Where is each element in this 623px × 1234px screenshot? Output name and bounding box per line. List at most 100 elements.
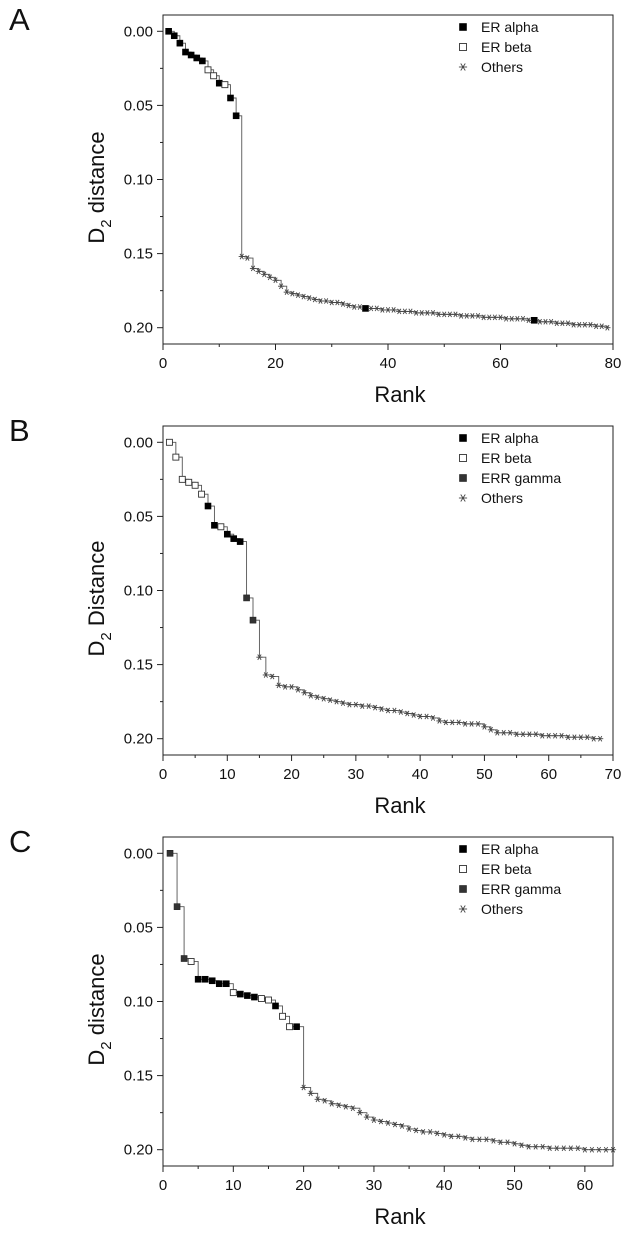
- data-point: [187, 958, 195, 965]
- marker-stroke: [425, 309, 430, 316]
- marker-stroke: [318, 298, 323, 304]
- marker-stroke: [353, 701, 358, 708]
- data-point: [581, 1146, 588, 1153]
- data-point: [321, 1097, 328, 1104]
- data-point: [455, 1133, 462, 1140]
- marker-stroke: [267, 274, 272, 281]
- marker-stroke: [543, 318, 548, 325]
- series-er-alpha: [194, 975, 300, 1030]
- data-point: [170, 32, 178, 40]
- data-point: [532, 731, 539, 738]
- data-point: [446, 311, 453, 318]
- series-others: [238, 253, 611, 331]
- marker-stroke: [515, 315, 520, 322]
- data-point: [320, 695, 327, 702]
- marker-stroke: [514, 731, 519, 738]
- marker-stroke: [540, 732, 545, 739]
- marker-stroke: [526, 1143, 531, 1150]
- chart-plot: 0 10 20 30 40 50 60 70 0.00 0.05 0.10 0.15 0.20 Rank D…: [84, 425, 621, 818]
- marker-stroke: [250, 265, 256, 272]
- marker-stroke: [414, 1127, 419, 1134]
- marker-stroke: [385, 1120, 391, 1126]
- data-point: [384, 707, 392, 714]
- marker-stroke: [577, 321, 582, 328]
- marker-stroke: [357, 1109, 362, 1116]
- data-point: [609, 1146, 617, 1153]
- y-axis-title: D2 distance: [84, 953, 115, 1065]
- data-point: [351, 304, 358, 310]
- data-point: [261, 271, 268, 278]
- legend-label: ER alpha: [481, 430, 539, 446]
- data-point: [165, 438, 173, 446]
- data-point: [468, 720, 475, 727]
- x-tick-label: 30: [366, 1177, 383, 1194]
- marker-stroke: [585, 734, 590, 741]
- data-point: [193, 54, 201, 62]
- y-tick-label: 0.20: [124, 320, 153, 337]
- marker-stroke: [491, 1137, 496, 1144]
- marker-stroke: [463, 1134, 468, 1141]
- data-point: [249, 265, 257, 272]
- data-point: [217, 523, 225, 531]
- data-point: [215, 79, 223, 87]
- marker-stroke: [340, 700, 346, 707]
- chart-plot: 0 20 40 60 80 0.00 0.05 0.10 0.15 0.20 Rank D2 dist…: [84, 14, 622, 407]
- marker-stroke: [322, 1097, 327, 1104]
- data-point: [449, 719, 456, 726]
- marker-stroke: [408, 308, 413, 315]
- marker-stroke: [364, 1114, 369, 1120]
- data-point: [335, 1102, 342, 1109]
- data-point: [481, 723, 488, 730]
- legend-label: ER alpha: [481, 19, 539, 35]
- data-point: [300, 1084, 307, 1091]
- x-tick-label: 80: [605, 355, 622, 372]
- data-point: [560, 1145, 567, 1152]
- marker-stroke: [336, 1102, 341, 1109]
- marker-stroke: [460, 494, 466, 502]
- marker-stroke: [443, 719, 448, 726]
- y-tick-label: 0.20: [124, 1142, 153, 1159]
- marker-stroke: [346, 302, 351, 309]
- data-point: [546, 1145, 553, 1152]
- legend-label: Others: [481, 59, 523, 75]
- marker-stroke: [504, 315, 509, 322]
- marker-stroke: [554, 320, 559, 327]
- data-point: [327, 697, 334, 704]
- y-tick-label: 0.05: [124, 919, 153, 936]
- data-point: [564, 734, 572, 741]
- data-point: [372, 704, 379, 711]
- series-er-alpha: [165, 28, 538, 324]
- data-point: [398, 1123, 406, 1129]
- data-point: [483, 1136, 490, 1143]
- panel-label: A: [9, 2, 30, 37]
- marker-stroke: [508, 729, 513, 736]
- marker-stroke: [435, 1130, 440, 1137]
- data-point: [339, 301, 347, 307]
- data-point: [558, 732, 565, 739]
- data-point: [356, 1109, 363, 1116]
- marker-stroke: [301, 293, 306, 300]
- data-point: [418, 309, 425, 316]
- legend-label: ER alpha: [481, 841, 539, 857]
- x-tick-label: 60: [492, 355, 509, 372]
- marker-stroke: [463, 720, 468, 727]
- x-tick-label: 30: [348, 766, 365, 783]
- marker-stroke: [596, 1146, 602, 1153]
- marker-stroke: [402, 308, 407, 315]
- data-point: [455, 719, 462, 726]
- data-point: [232, 112, 240, 120]
- marker-stroke: [301, 1084, 306, 1091]
- marker-stroke: [239, 253, 244, 260]
- data-point: [379, 307, 386, 313]
- data-point: [407, 308, 414, 315]
- data-point: [530, 316, 538, 324]
- data-point: [469, 1136, 476, 1143]
- marker-stroke: [588, 321, 593, 328]
- x-axis-title: Rank: [374, 382, 426, 407]
- marker-stroke: [347, 701, 352, 708]
- y-tick-label: 0.00: [124, 434, 153, 451]
- data-point: [542, 318, 549, 325]
- marker-stroke: [357, 304, 362, 310]
- data-point: [595, 1146, 603, 1153]
- data-point: [370, 1117, 378, 1123]
